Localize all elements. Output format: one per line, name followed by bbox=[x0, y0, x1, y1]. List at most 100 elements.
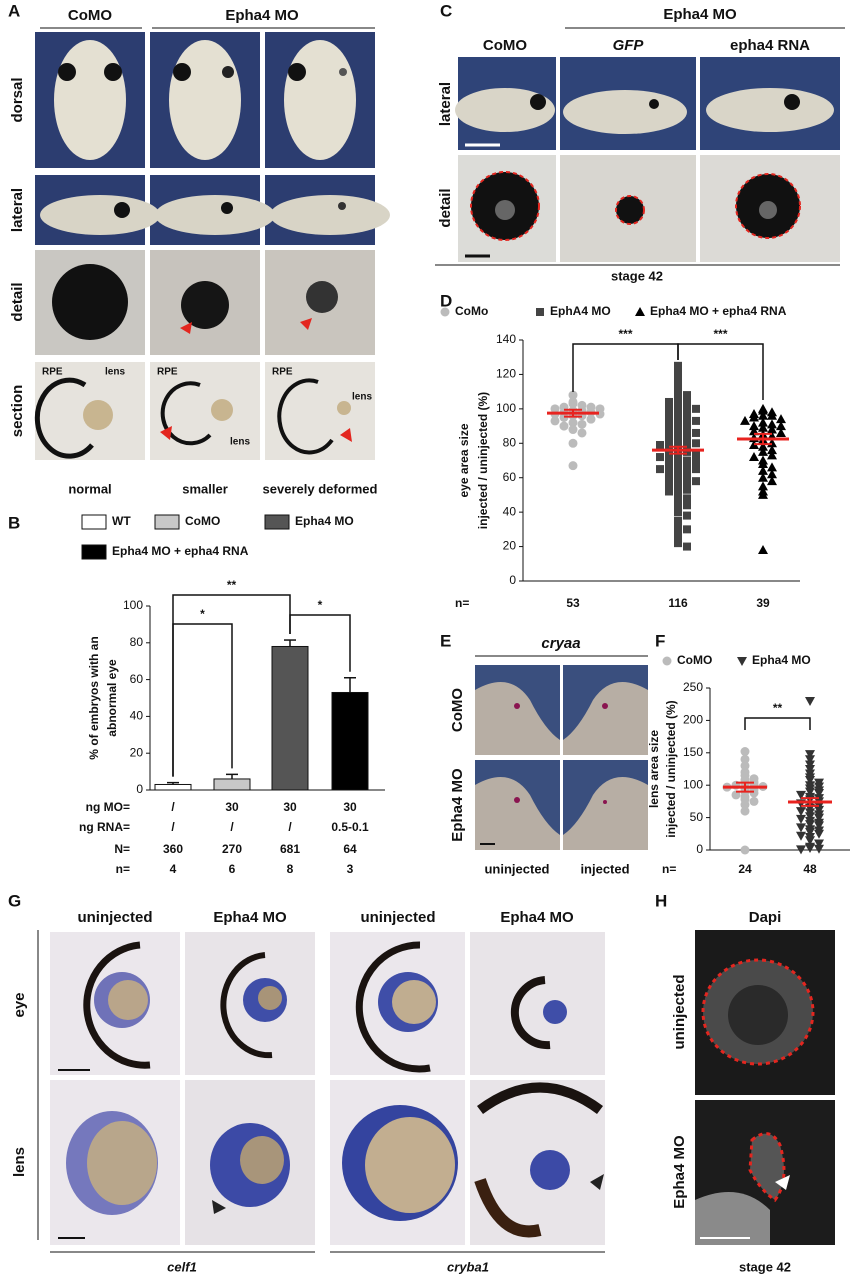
legend-label: Epha4 MO bbox=[752, 653, 811, 667]
point bbox=[805, 696, 815, 706]
caption: uninjected bbox=[484, 861, 549, 876]
caption: smaller bbox=[182, 481, 228, 496]
significance-bracket bbox=[289, 614, 351, 672]
significance-label: * bbox=[200, 607, 205, 621]
point bbox=[665, 456, 673, 465]
point bbox=[665, 427, 673, 436]
point bbox=[776, 421, 786, 431]
n-label: n= bbox=[662, 862, 676, 876]
table-cell: 30 bbox=[225, 800, 239, 814]
row-label: eye bbox=[11, 992, 28, 1017]
row-label: CoMO bbox=[449, 688, 466, 732]
point bbox=[758, 472, 768, 482]
legend-swatch bbox=[81, 514, 107, 530]
point bbox=[665, 410, 673, 419]
y-tick-label: 60 bbox=[503, 470, 517, 484]
point bbox=[674, 459, 682, 468]
gene-label: celf1 bbox=[167, 1259, 197, 1274]
significance-label: *** bbox=[713, 327, 727, 341]
point bbox=[550, 416, 560, 426]
row-label: Epha4 MO bbox=[449, 768, 466, 842]
y-tick-label: 80 bbox=[130, 635, 144, 649]
y-axis-label: lens area size bbox=[647, 730, 661, 808]
point bbox=[740, 800, 750, 810]
legend-label: Epha4 MO + epha4 RNA bbox=[650, 304, 787, 318]
column-header: uninjected bbox=[360, 909, 435, 926]
row-label: lens bbox=[11, 1147, 28, 1177]
point bbox=[674, 399, 682, 408]
point bbox=[674, 490, 682, 499]
point bbox=[814, 844, 824, 854]
point bbox=[665, 415, 673, 424]
table-row-label: ng RNA= bbox=[79, 820, 130, 834]
point bbox=[740, 415, 750, 425]
point bbox=[665, 397, 673, 406]
y-tick-label: 0 bbox=[696, 842, 703, 856]
y-tick-label: 20 bbox=[130, 745, 144, 759]
legend-marker bbox=[635, 307, 645, 316]
point bbox=[796, 845, 806, 855]
caption: severely deformed bbox=[263, 481, 378, 496]
y-tick-label: 50 bbox=[690, 810, 704, 824]
point bbox=[683, 408, 691, 417]
y-tick-label: 250 bbox=[683, 680, 703, 694]
table-cell: / bbox=[288, 820, 292, 834]
y-tick-label: 140 bbox=[496, 332, 516, 346]
table-cell: 6 bbox=[229, 862, 236, 876]
point bbox=[758, 417, 768, 427]
point bbox=[767, 410, 777, 420]
point bbox=[683, 494, 691, 503]
point bbox=[674, 466, 682, 475]
point bbox=[776, 414, 786, 424]
caption: injected bbox=[580, 861, 629, 876]
point bbox=[683, 420, 691, 429]
table-row-label: N= bbox=[114, 842, 130, 856]
column-header: CoMO bbox=[483, 37, 527, 54]
point bbox=[568, 399, 578, 409]
image-label: lens bbox=[230, 437, 250, 448]
point bbox=[796, 831, 806, 841]
point bbox=[665, 482, 673, 491]
point bbox=[683, 473, 691, 482]
point bbox=[683, 401, 691, 410]
panel-g-images bbox=[37, 930, 605, 1253]
point bbox=[656, 453, 664, 462]
point bbox=[749, 421, 759, 431]
table-cell: 8 bbox=[287, 862, 294, 876]
point bbox=[692, 477, 700, 486]
point bbox=[683, 432, 691, 441]
table-cell: 64 bbox=[343, 842, 357, 856]
table-cell: 30 bbox=[283, 800, 297, 814]
table-cell: 3 bbox=[347, 862, 354, 876]
point bbox=[683, 456, 691, 465]
significance-bracket bbox=[572, 343, 679, 392]
y-tick-label: 60 bbox=[130, 672, 144, 686]
point bbox=[568, 461, 578, 471]
point bbox=[683, 480, 691, 489]
table-cell: 0.5-0.1 bbox=[331, 820, 369, 834]
point bbox=[577, 428, 587, 438]
y-tick-label: 120 bbox=[496, 367, 516, 381]
legend-label: Epha4 MO bbox=[295, 514, 354, 528]
table-row-label: ng MO= bbox=[86, 800, 130, 814]
row-label: lateral bbox=[9, 188, 26, 232]
point bbox=[740, 754, 750, 764]
point bbox=[805, 765, 815, 774]
legend-marker bbox=[662, 656, 672, 666]
n-value: 24 bbox=[738, 862, 752, 876]
panel-e-images bbox=[475, 655, 648, 850]
point bbox=[683, 437, 691, 446]
n-value: 53 bbox=[566, 596, 580, 610]
point bbox=[805, 844, 815, 854]
y-tick-label: 80 bbox=[503, 435, 517, 449]
y-tick-label: 40 bbox=[130, 709, 144, 723]
y-tick-label: 100 bbox=[683, 777, 703, 791]
row-label: detail bbox=[437, 188, 454, 227]
bar bbox=[213, 778, 251, 791]
point bbox=[814, 788, 824, 798]
point bbox=[683, 425, 691, 434]
point bbox=[683, 396, 691, 405]
significance-label: *** bbox=[618, 327, 632, 341]
point bbox=[796, 807, 806, 817]
point bbox=[586, 414, 596, 424]
